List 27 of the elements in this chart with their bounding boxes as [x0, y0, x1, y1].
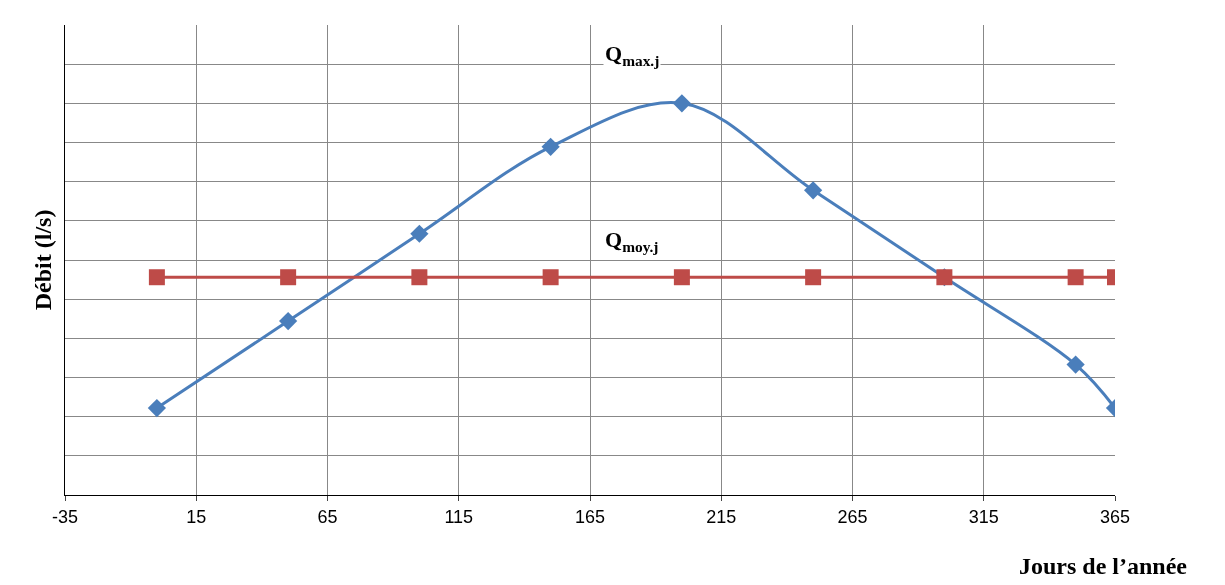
point — [279, 312, 298, 331]
x-tick-label: -35 — [51, 506, 79, 527]
point — [411, 269, 428, 286]
point — [280, 269, 297, 286]
x-tick-label: 265 — [837, 506, 868, 527]
point — [804, 181, 823, 200]
point — [542, 269, 559, 286]
point — [673, 269, 690, 286]
x-axis-title: Jours de l’année — [1019, 553, 1188, 579]
point — [1067, 269, 1084, 286]
x-tick-label: 115 — [444, 506, 474, 527]
point — [410, 224, 429, 243]
x-tick-label: 215 — [706, 506, 737, 527]
point — [1066, 355, 1085, 374]
series-label: Q$_{max.j}$ — [605, 41, 660, 69]
x-tick-label: 65 — [317, 506, 338, 527]
point — [805, 269, 822, 286]
point — [541, 137, 560, 156]
x-tick-label: 315 — [968, 506, 999, 527]
y-axis-title: Débit (l/s) — [30, 209, 57, 311]
x-tick-label: 165 — [574, 506, 606, 527]
point — [672, 94, 691, 113]
point — [148, 269, 165, 286]
x-tick-label: 365 — [1099, 506, 1131, 527]
point — [147, 398, 166, 418]
series-label: Q$_{moy.j}$ — [605, 227, 659, 255]
x-tick-label: 15 — [186, 506, 207, 527]
